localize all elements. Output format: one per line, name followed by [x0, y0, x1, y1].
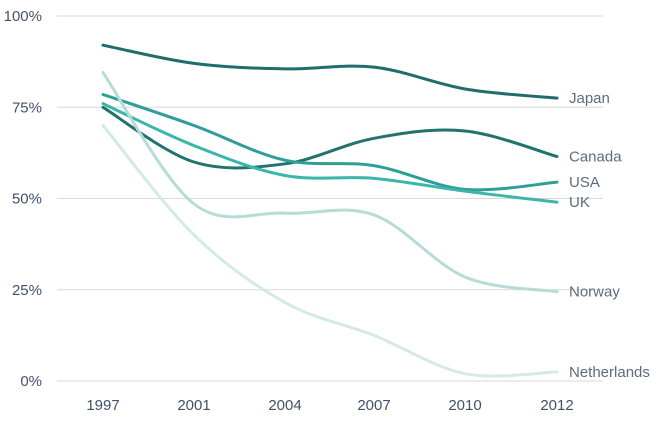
x-axis-tick-label-1997: 1997: [86, 397, 119, 414]
y-axis-tick-label-0%: 0%: [20, 373, 42, 390]
series-label-usa: USA: [569, 174, 600, 191]
y-axis-tick-label-100%: 100%: [4, 8, 42, 25]
x-axis-tick-label-2004: 2004: [268, 397, 301, 414]
x-axis-tick-label-2012: 2012: [540, 397, 573, 414]
series-line-netherlands: [101, 124, 559, 378]
series-label-uk: UK: [569, 194, 590, 211]
series-line-japan: [101, 43, 559, 100]
x-axis-tick-label-2010: 2010: [448, 397, 481, 414]
y-axis-tick-label-50%: 50%: [12, 191, 42, 208]
x-axis-tick-label-2001: 2001: [177, 397, 210, 414]
x-axis-tick-label-2007: 2007: [357, 397, 390, 414]
series-line-usa: [101, 93, 559, 192]
y-axis-tick-label-25%: 25%: [12, 282, 42, 299]
series-line-norway: [101, 71, 559, 294]
series-label-canada: Canada: [569, 149, 622, 166]
series-label-norway: Norway: [569, 284, 620, 301]
series-label-japan: Japan: [569, 90, 610, 107]
y-axis-tick-label-75%: 75%: [12, 99, 42, 116]
series-line-canada: [101, 105, 559, 170]
series-line-uk: [101, 102, 559, 204]
series-label-netherlands: Netherlands: [569, 364, 650, 381]
